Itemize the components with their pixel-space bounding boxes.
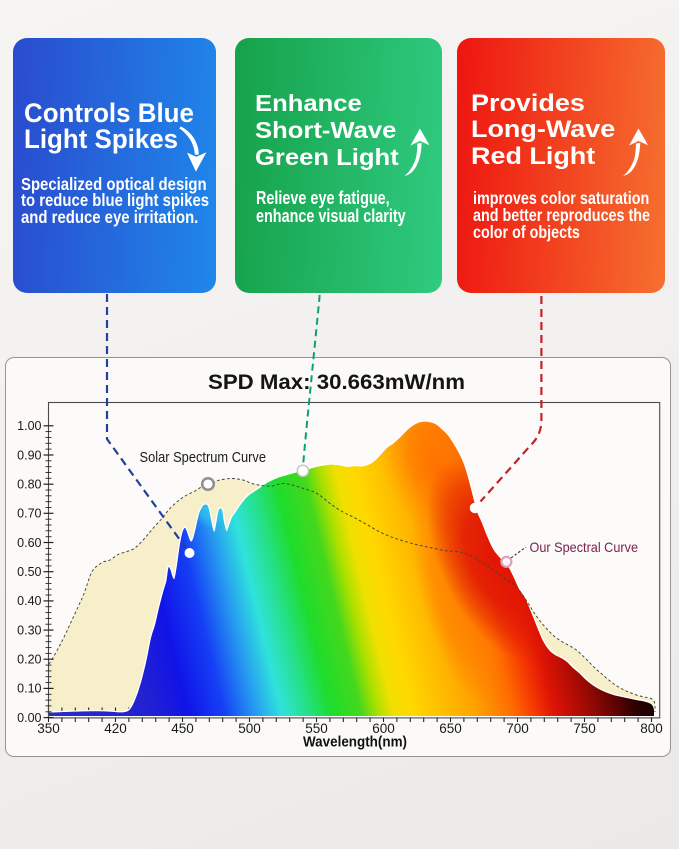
svg-text:0.20: 0.20 (17, 653, 41, 667)
svg-text:750: 750 (573, 721, 596, 736)
svg-text:600: 600 (372, 721, 395, 736)
svg-text:420: 420 (104, 721, 127, 736)
svg-text:0.30: 0.30 (17, 623, 41, 637)
svg-text:500: 500 (238, 721, 261, 736)
svg-text:350: 350 (37, 721, 60, 736)
svg-text:Our Spectral Curve: Our Spectral Curve (530, 539, 639, 555)
svg-text:Solar Spectrum Curve: Solar Spectrum Curve (140, 450, 267, 466)
svg-text:0.00: 0.00 (17, 711, 41, 725)
svg-text:0.80: 0.80 (17, 478, 41, 492)
svg-text:0.10: 0.10 (17, 682, 41, 696)
svg-text:700: 700 (506, 721, 529, 736)
svg-text:0.70: 0.70 (17, 507, 41, 521)
svg-text:Wavelength(nm): Wavelength(nm) (303, 734, 407, 751)
svg-text:650: 650 (439, 721, 462, 736)
svg-text:SPD Max: 30.663mW/nm: SPD Max: 30.663mW/nm (208, 370, 465, 394)
svg-text:0.60: 0.60 (17, 536, 41, 550)
svg-text:450: 450 (171, 721, 194, 736)
svg-text:0.40: 0.40 (17, 594, 41, 608)
svg-text:0.50: 0.50 (17, 565, 41, 579)
svg-text:550: 550 (305, 721, 328, 736)
svg-text:0.90: 0.90 (17, 448, 41, 462)
svg-text:800: 800 (640, 721, 663, 736)
svg-text:1.00: 1.00 (17, 419, 41, 433)
